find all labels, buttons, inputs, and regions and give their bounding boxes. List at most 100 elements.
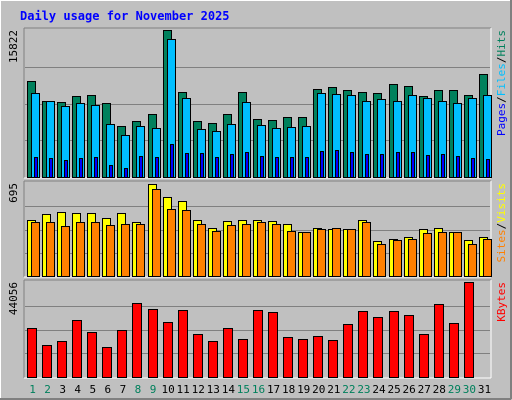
x-tick-label-day-27: 27 <box>418 383 431 396</box>
bar-pages-day-23 <box>365 154 369 178</box>
bar-pages-day-26 <box>411 152 415 178</box>
bar-kbytes-day-8 <box>132 303 142 378</box>
bar-pages-day-22 <box>350 152 354 178</box>
bar-sites-day-8 <box>136 224 145 277</box>
bar-pages-day-8 <box>139 156 143 178</box>
x-tick-label-day-21: 21 <box>327 383 340 396</box>
bar-kbytes-day-24 <box>373 317 383 378</box>
bar-pages-day-27 <box>426 155 430 178</box>
bar-pages-day-30 <box>471 158 475 178</box>
panel-hits-files-pages: 15822 Pages/Files/Hits <box>7 27 508 179</box>
bar-sites-day-30 <box>468 244 477 277</box>
legend-entry: Files <box>495 63 508 96</box>
bar-pages-day-24 <box>380 154 384 178</box>
panel-kbytes: 44056 KBytes <box>7 279 508 379</box>
bar-kbytes-day-5 <box>87 332 97 378</box>
legend-entry: / <box>495 57 508 64</box>
x-tick-label-day-13: 13 <box>207 383 220 396</box>
legend-entry: Visits <box>495 183 508 223</box>
bar-kbytes-day-1 <box>27 328 37 378</box>
bar-pages-day-6 <box>109 165 113 178</box>
bar-sites-day-7 <box>121 224 130 277</box>
x-tick-label-day-14: 14 <box>222 383 236 396</box>
x-tick-label-day-1: 1 <box>29 383 36 396</box>
bar-kbytes-day-29 <box>449 323 459 378</box>
bar-sites-day-23 <box>362 222 371 277</box>
legend-hits-files-pages: Pages/Files/Hits <box>495 30 508 136</box>
bar-sites-day-10 <box>167 209 176 277</box>
bar-kbytes-day-7 <box>117 330 127 378</box>
x-tick-label-day-28: 28 <box>433 383 446 396</box>
chart-title: Daily usage for November 2025 <box>20 9 230 23</box>
bar-kbytes-day-14 <box>223 328 233 378</box>
bar-sites-day-15 <box>242 224 251 277</box>
x-tick-label-day-10: 10 <box>161 383 174 396</box>
bar-kbytes-day-11 <box>178 310 188 378</box>
bar-pages-day-4 <box>79 158 83 178</box>
bar-sites-day-21 <box>332 228 341 277</box>
bar-kbytes-day-4 <box>72 320 82 378</box>
bar-kbytes-day-9 <box>148 309 158 378</box>
x-tick-label-day-25: 25 <box>387 383 400 396</box>
x-tick-label-day-9: 9 <box>150 383 157 396</box>
bar-sites-day-6 <box>106 225 115 277</box>
bar-pages-day-28 <box>441 154 445 178</box>
bar-sites-day-22 <box>347 229 356 277</box>
x-tick-label-day-26: 26 <box>403 383 416 396</box>
legend-entry: Pages <box>495 103 508 136</box>
bar-pages-day-19 <box>305 157 309 178</box>
x-tick-label-day-20: 20 <box>312 383 325 396</box>
x-tick-label-day-18: 18 <box>282 383 295 396</box>
x-tick-label-day-12: 12 <box>192 383 205 396</box>
x-tick-label-day-30: 30 <box>463 383 476 396</box>
bar-kbytes-day-30 <box>464 282 474 378</box>
bar-pages-day-3 <box>64 160 68 178</box>
bar-kbytes-day-17 <box>268 312 278 378</box>
bar-kbytes-day-20 <box>313 336 323 378</box>
bar-kbytes-day-16 <box>253 310 263 378</box>
x-tick-label-day-11: 11 <box>177 383 190 396</box>
y-max-label: 695 <box>7 183 20 203</box>
bar-pages-day-31 <box>486 159 490 178</box>
bar-sites-day-13 <box>212 231 221 277</box>
x-tick-label-day-3: 3 <box>59 383 66 396</box>
bar-pages-day-16 <box>260 156 264 178</box>
bar-sites-day-26 <box>408 239 417 277</box>
bar-kbytes-day-27 <box>419 334 429 378</box>
bar-kbytes-day-15 <box>238 339 248 378</box>
legend-entry: / <box>495 96 508 103</box>
legend-entry: Sites <box>495 229 508 262</box>
bar-sites-day-16 <box>257 222 266 277</box>
x-tick-label-day-7: 7 <box>120 383 127 396</box>
bar-pages-day-7 <box>124 168 128 178</box>
y-max-label: 15822 <box>7 30 20 63</box>
bar-sites-day-29 <box>453 232 462 277</box>
bar-sites-day-31 <box>483 239 492 277</box>
bar-pages-day-2 <box>49 158 53 178</box>
x-tick-label-day-22: 22 <box>342 383 355 396</box>
bar-sites-day-18 <box>287 231 296 277</box>
panel-visits-sites: 695 Sites/Visits <box>7 180 508 278</box>
x-tick-label-day-6: 6 <box>105 383 112 396</box>
y-max-label: 44056 <box>7 282 20 315</box>
bar-sites-day-5 <box>91 222 100 277</box>
bar-pages-day-18 <box>290 157 294 178</box>
bar-kbytes-day-28 <box>434 304 444 378</box>
bar-sites-day-14 <box>227 225 236 277</box>
x-tick-label-day-4: 4 <box>74 383 81 396</box>
bar-sites-day-19 <box>302 232 311 277</box>
bar-pages-day-13 <box>215 157 219 178</box>
bar-kbytes-day-10 <box>163 322 173 378</box>
bar-sites-day-2 <box>46 222 55 277</box>
x-tick-label-day-19: 19 <box>297 383 310 396</box>
x-tick-label-day-16: 16 <box>252 383 265 396</box>
x-tick-label-day-15: 15 <box>237 383 250 396</box>
bar-kbytes-day-25 <box>389 311 399 378</box>
bar-pages-day-17 <box>275 157 279 178</box>
x-tick-label-day-8: 8 <box>135 383 142 396</box>
bar-pages-day-12 <box>200 153 204 178</box>
bar-kbytes-day-13 <box>208 341 218 378</box>
legend-entry: / <box>495 223 508 230</box>
bar-kbytes-day-2 <box>42 345 52 378</box>
bar-kbytes-day-19 <box>298 339 308 378</box>
